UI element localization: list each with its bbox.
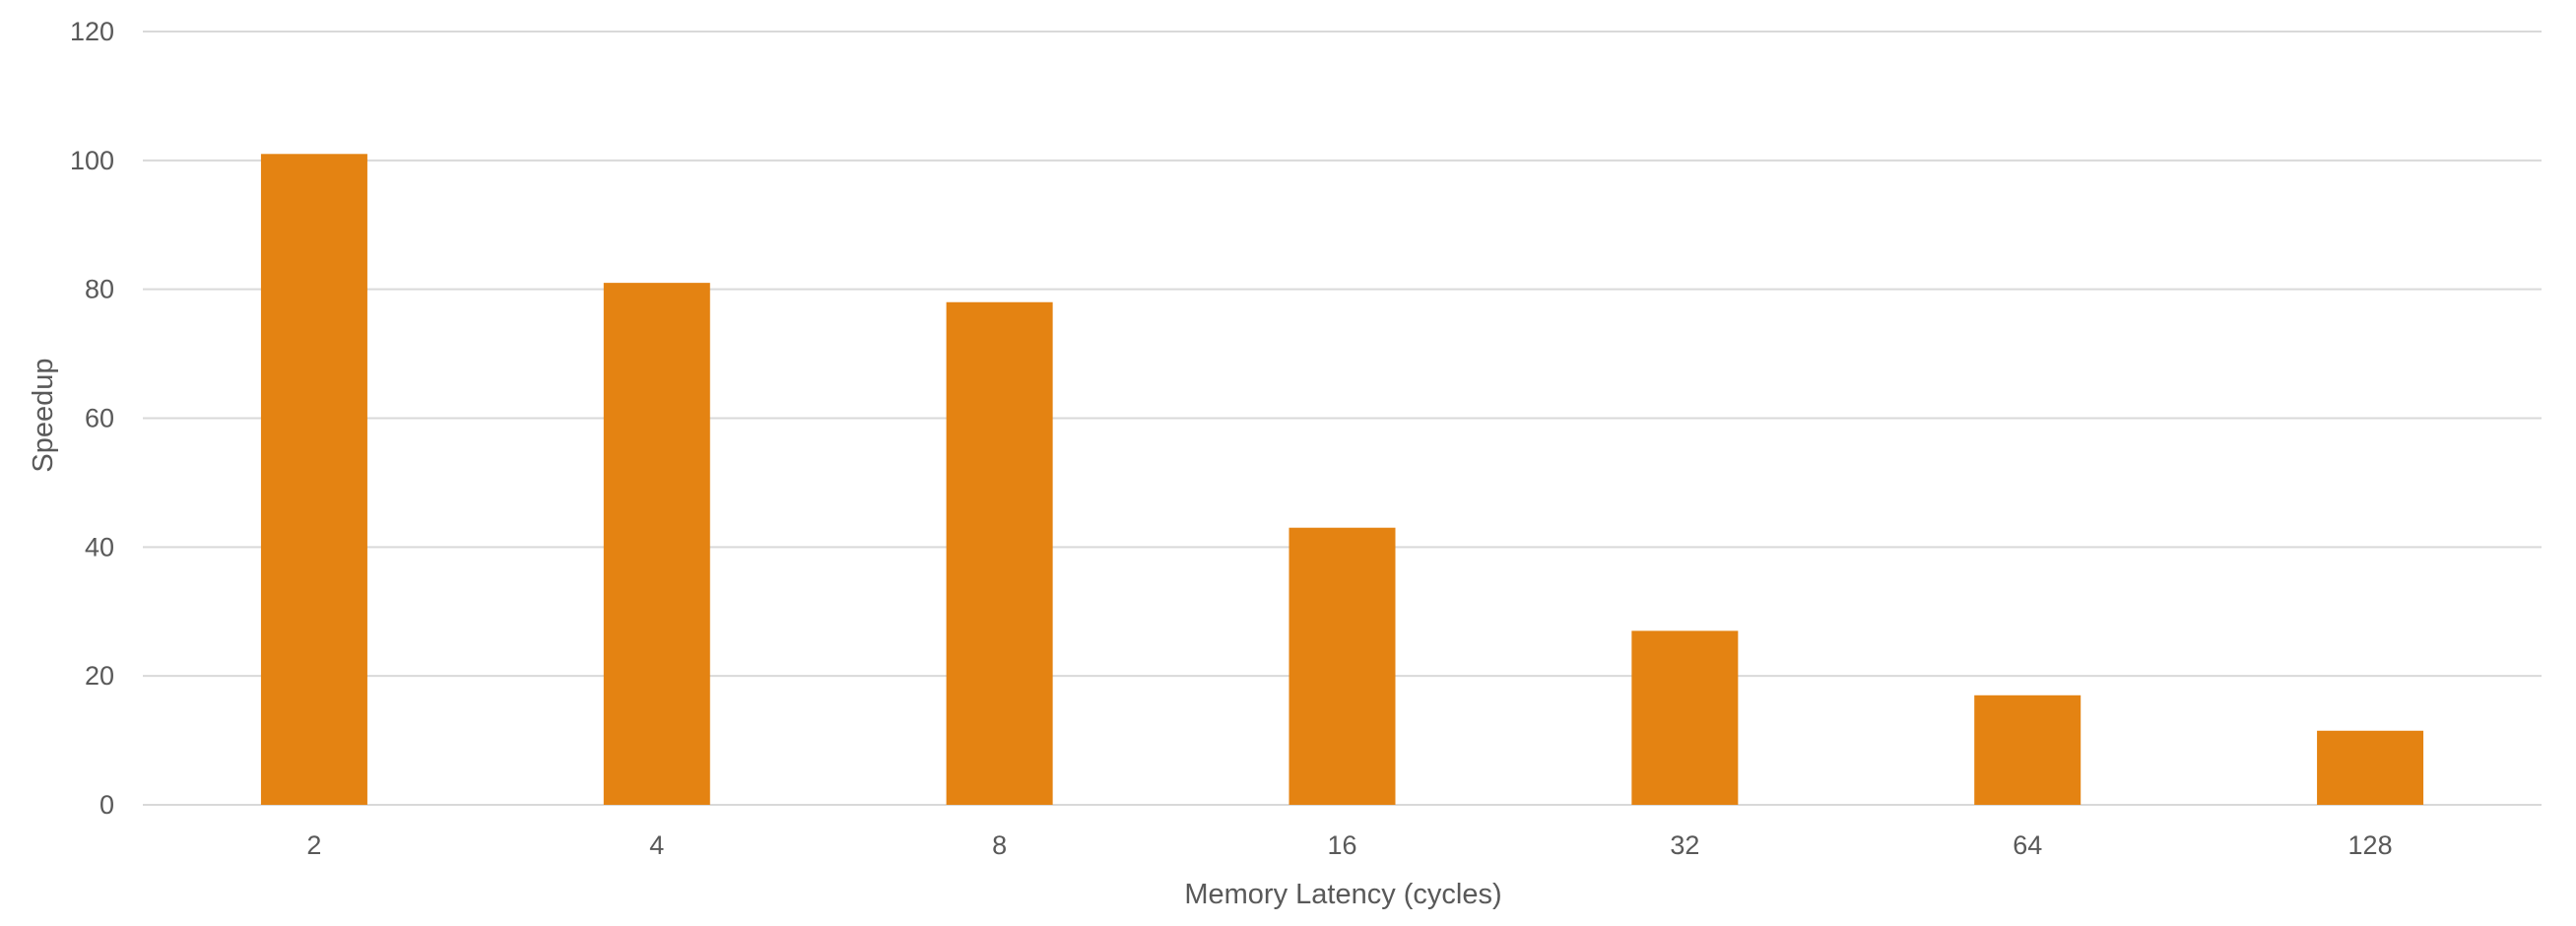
x-tick-label: 64 [2013, 830, 2042, 860]
bar [1288, 527, 1396, 805]
x-tick-label: 2 [306, 830, 321, 860]
bar [1631, 630, 1739, 805]
x-tick-label: 32 [1670, 830, 1699, 860]
bar [260, 154, 367, 805]
bar [1974, 694, 2081, 805]
x-tick-label: 128 [2348, 830, 2393, 860]
y-axis-ticks: 0 20 40 60 80 100 120 [70, 17, 114, 820]
x-axis-title: Memory Latency (cycles) [1184, 879, 1501, 910]
y-tick-label: 0 [99, 790, 114, 820]
x-tick-label: 8 [992, 830, 1007, 860]
y-axis-title: Speedup [28, 358, 59, 472]
x-tick-label: 16 [1327, 830, 1356, 860]
x-tick-label: 4 [649, 830, 664, 860]
y-tick-label: 80 [85, 275, 114, 304]
bar [603, 283, 710, 805]
y-tick-label: 120 [70, 17, 114, 46]
bar [946, 301, 1053, 805]
x-axis-ticks: 2 4 8 16 32 64 128 [306, 830, 2392, 860]
y-tick-label: 100 [70, 146, 114, 175]
y-tick-label: 20 [85, 661, 114, 691]
y-tick-label: 40 [85, 532, 114, 562]
bars [260, 154, 2424, 805]
y-tick-label: 60 [85, 404, 114, 433]
bar [2317, 730, 2424, 805]
